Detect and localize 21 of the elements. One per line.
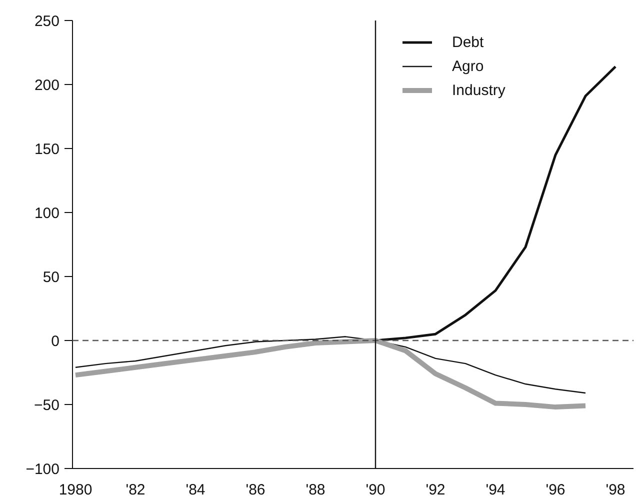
y-tick-label: 0 [51,333,60,350]
x-tick-label: '96 [546,482,566,498]
legend-label: Agro [452,58,484,74]
x-tick-label: '98 [606,482,626,498]
legend-label: Debt [452,34,484,50]
x-tick-label: '90 [366,482,386,498]
y-tick-label: 100 [34,205,60,222]
x-tick-label: '92 [426,482,446,498]
y-tick-label: 250 [34,13,60,30]
x-tick-label: '88 [306,482,326,498]
y-tick-label: 150 [34,141,60,158]
y-tick-label: 50 [42,269,60,286]
x-tick-label: '84 [186,482,206,498]
y-tick-label: −50 [34,397,60,414]
x-tick-label: 1980 [58,482,92,498]
y-tick-label: −100 [26,461,60,478]
legend-label: Industry [452,82,506,98]
x-tick-label: '86 [246,482,266,498]
x-tick-label: '82 [126,482,146,498]
x-tick-label: '94 [486,482,506,498]
y-tick-label: 200 [34,77,60,94]
